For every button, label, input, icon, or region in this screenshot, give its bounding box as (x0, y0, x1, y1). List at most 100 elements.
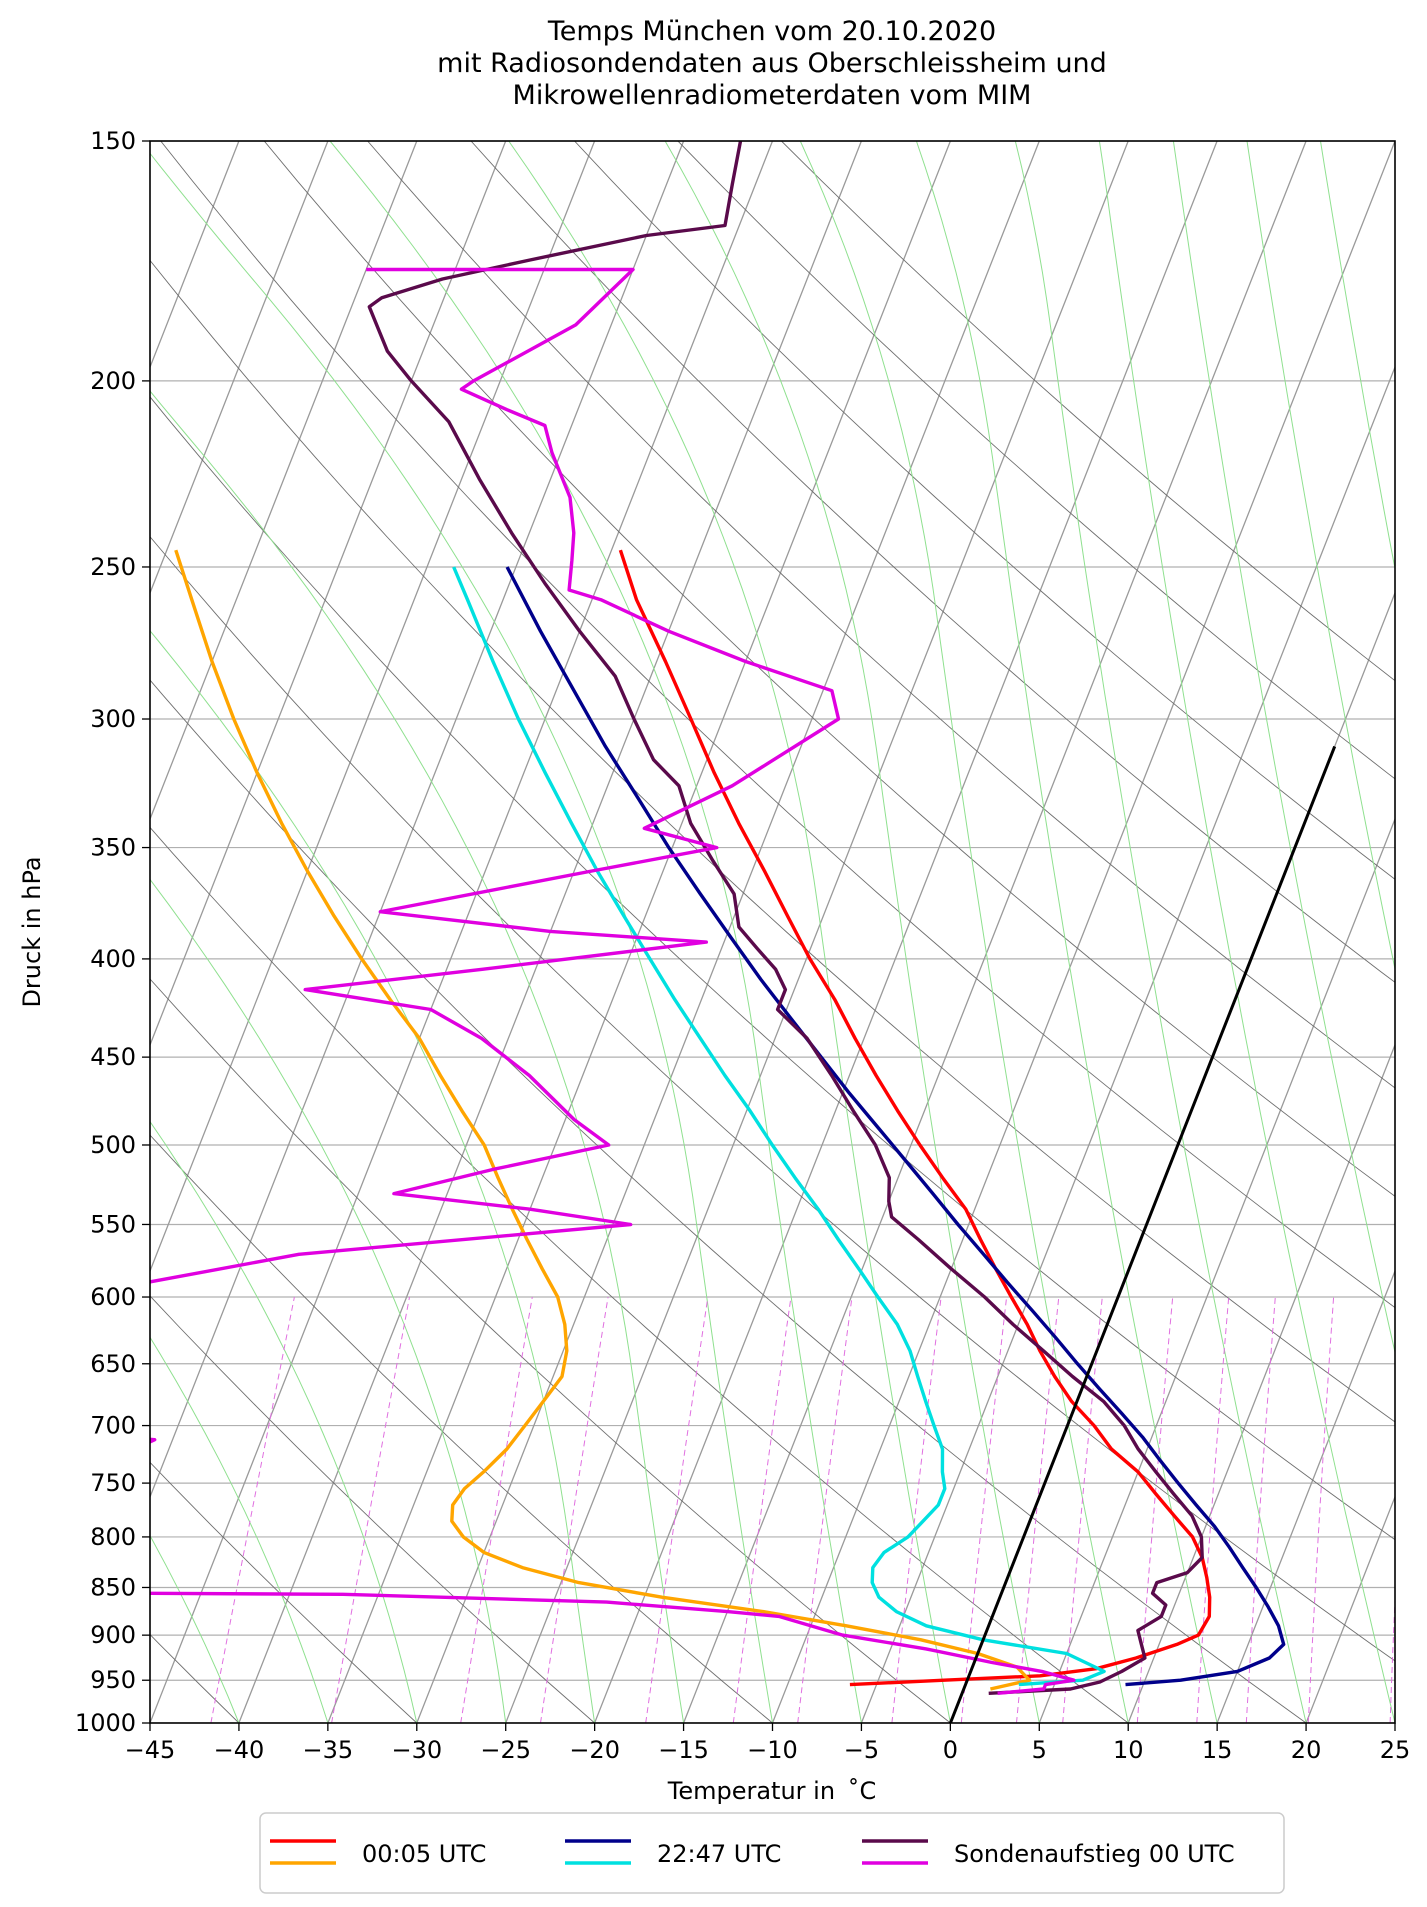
mixing-ratio-line (797, 1296, 853, 1723)
moist-adiabat (799, 141, 1129, 1723)
legend-label: Sondenaufstieg 00 UTC (954, 1840, 1235, 1868)
y-tick-label: 450 (90, 1043, 136, 1071)
legend-label: 00:05 UTC (362, 1840, 486, 1868)
y-tick-label: 900 (90, 1621, 136, 1649)
y-tick-label: 250 (90, 553, 136, 581)
x-tick-label: 15 (1202, 1736, 1233, 1764)
moist-adiabat (1320, 141, 1395, 572)
legend-label: 22:47 UTC (657, 1840, 781, 1868)
y-axis-label: Druck in hPa (18, 856, 46, 1007)
x-tick-label: 0 (943, 1736, 958, 1764)
y-tick-label: 300 (90, 705, 136, 733)
x-tick-label: −15 (658, 1736, 709, 1764)
moist-adiabat (508, 141, 951, 1723)
mixing-ratio-line (1245, 1296, 1276, 1723)
x-tick-label: −40 (214, 1736, 265, 1764)
y-tick-label: 750 (90, 1469, 136, 1497)
moist-adiabat (915, 141, 1218, 1723)
sondenaufstieg-00-utc-dewpoint-line (150, 267, 1076, 1695)
dry-adiabat (150, 1295, 595, 1723)
moist-adiabat (1172, 141, 1395, 1355)
legend: 00:05 UTC 22:47 UTC Sondenaufstieg 00 UTC (259, 1812, 1285, 1894)
isotherm (150, 141, 685, 1499)
y-tick-label: 400 (90, 945, 136, 973)
x-tick-label: 5 (1032, 1736, 1047, 1764)
x-tick-label: −5 (844, 1736, 879, 1764)
isotherm (949, 591, 1395, 1723)
isotherm (505, 141, 1129, 1723)
dry-adiabat (781, 141, 1395, 682)
moist-adiabat (150, 1120, 418, 1723)
isotherm (1305, 1495, 1395, 1723)
dry-adiabat (574, 141, 1395, 880)
dry-adiabat (150, 978, 951, 1723)
mixing-ratio-line (460, 1296, 533, 1723)
mixing-ratio-line (1016, 1296, 1060, 1723)
y-tick-label: 700 (90, 1412, 136, 1440)
x-axis-label: Temperatur in ˚C (667, 1777, 876, 1805)
y-tick-label: 650 (90, 1350, 136, 1378)
chart-title-line: Temps München vom 20.10.2020 (547, 16, 996, 47)
y-tick-label: 1000 (75, 1709, 136, 1737)
isotherm (593, 141, 1218, 1723)
y-tick-label: 200 (90, 367, 136, 395)
y-tick-label: 800 (90, 1523, 136, 1551)
x-tick-label: −45 (125, 1736, 176, 1764)
sondenaufstieg-00-utc-temperature-line (367, 141, 1204, 1695)
isotherm (150, 141, 774, 1723)
y-tick-label: 150 (90, 127, 136, 155)
dry-adiabat (367, 141, 1395, 1089)
x-tick-label: 20 (1291, 1736, 1322, 1764)
22-47-utc-dewpoint-line (452, 566, 1106, 1687)
moist-adiabat (1014, 141, 1307, 1723)
isotherm (150, 141, 596, 1273)
dry-adiabat (150, 679, 1307, 1723)
legend-frame (259, 1812, 1285, 1894)
isotherm (150, 141, 329, 595)
isotherm (1394, 1721, 1395, 1723)
moist-adiabat (150, 878, 507, 1723)
mixing-ratio-line (645, 1296, 709, 1723)
x-tick-label: −30 (391, 1736, 442, 1764)
dry-adiabat (150, 1134, 773, 1723)
x-tick-label: −35 (303, 1736, 354, 1764)
moist-adiabat (150, 390, 685, 1723)
x-tick-label: −25 (480, 1736, 531, 1764)
dry-adiabat (150, 259, 1395, 1423)
mixing-ratio-line (891, 1296, 942, 1723)
mixing-ratio-line (210, 1296, 295, 1723)
00-05-utc-dewpoint-line (174, 549, 1032, 1691)
00-05-utc-temperature-line (618, 549, 1212, 1687)
mixing-ratio-line (331, 1296, 410, 1723)
isotherm (150, 141, 418, 821)
y-tick-label: 500 (90, 1131, 136, 1159)
isotherm (327, 141, 952, 1723)
y-tick-label: 950 (90, 1666, 136, 1694)
isotherm (1127, 1043, 1395, 1723)
isotherm (1038, 817, 1395, 1723)
isotherm (860, 365, 1395, 1723)
moist-adiabat (150, 630, 596, 1723)
dry-adiabat (150, 1461, 418, 1723)
isotherm (150, 141, 507, 1047)
isotherm (682, 141, 1307, 1723)
22-47-utc-temperature-line (505, 566, 1286, 1687)
dry-adiabat (150, 826, 1129, 1723)
dry-adiabat (470, 141, 1395, 983)
dry-adiabat (150, 396, 1395, 1541)
x-tick-label: −20 (569, 1736, 620, 1764)
moist-adiabat (1098, 141, 1395, 1723)
x-tick-label: 25 (1380, 1736, 1411, 1764)
zero-isotherm (949, 745, 1337, 1723)
mixing-ratio-line (960, 1296, 1008, 1723)
x-tick-label: 10 (1113, 1736, 1144, 1764)
y-tick-label: 600 (90, 1283, 136, 1311)
moist-adiabat (150, 152, 773, 1723)
y-tick-label: 850 (90, 1573, 136, 1601)
dry-adiabat (677, 141, 1395, 780)
chart-title-line: Mikrowellenradiometerdaten vom MIM (513, 80, 1032, 111)
mixing-ratio-line (732, 1296, 792, 1723)
y-tick-label: 350 (90, 834, 136, 862)
moist-adiabat (150, 1336, 329, 1723)
moist-adiabat (1246, 141, 1395, 972)
